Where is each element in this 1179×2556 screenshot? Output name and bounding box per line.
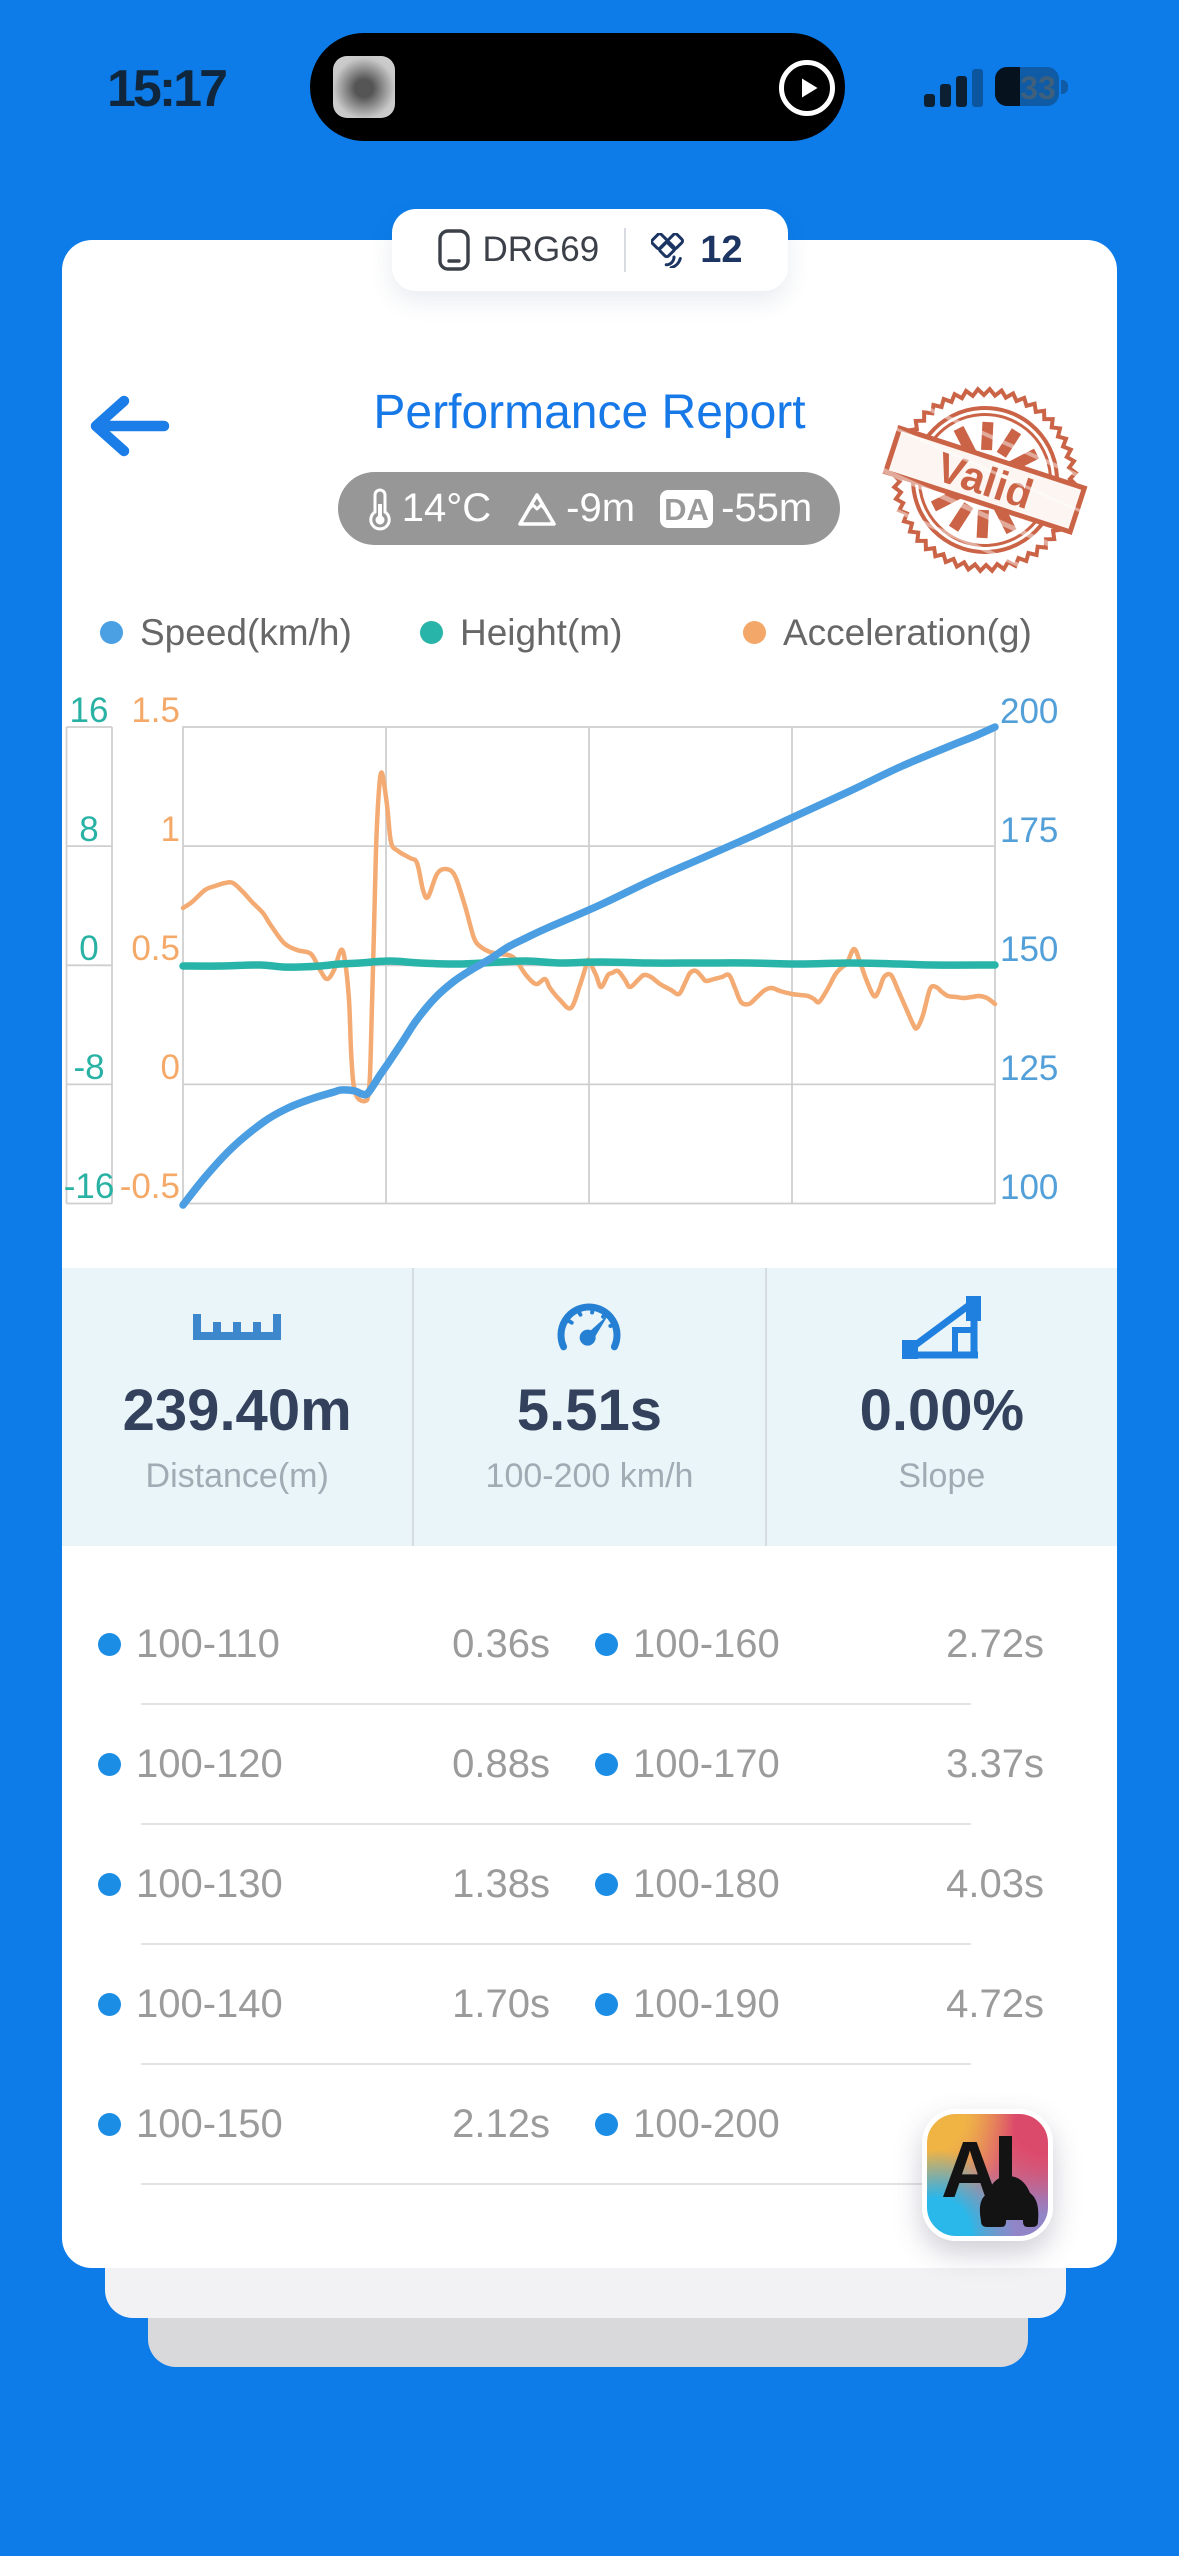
svg-text:8: 8 xyxy=(79,810,98,849)
svg-text:-0.5: -0.5 xyxy=(120,1167,180,1206)
svg-text:16: 16 xyxy=(70,691,109,730)
svg-text:1: 1 xyxy=(161,810,180,849)
svg-text:1.5: 1.5 xyxy=(131,691,180,730)
svg-text:0: 0 xyxy=(79,929,98,968)
svg-text:200: 200 xyxy=(1000,692,1058,731)
svg-text:-16: -16 xyxy=(64,1167,115,1206)
svg-text:-8: -8 xyxy=(73,1048,104,1087)
svg-text:0: 0 xyxy=(161,1048,180,1087)
svg-text:100: 100 xyxy=(1000,1168,1058,1207)
svg-text:0.5: 0.5 xyxy=(131,929,180,968)
svg-text:150: 150 xyxy=(1000,930,1058,969)
svg-text:125: 125 xyxy=(1000,1049,1058,1088)
svg-text:175: 175 xyxy=(1000,811,1058,850)
